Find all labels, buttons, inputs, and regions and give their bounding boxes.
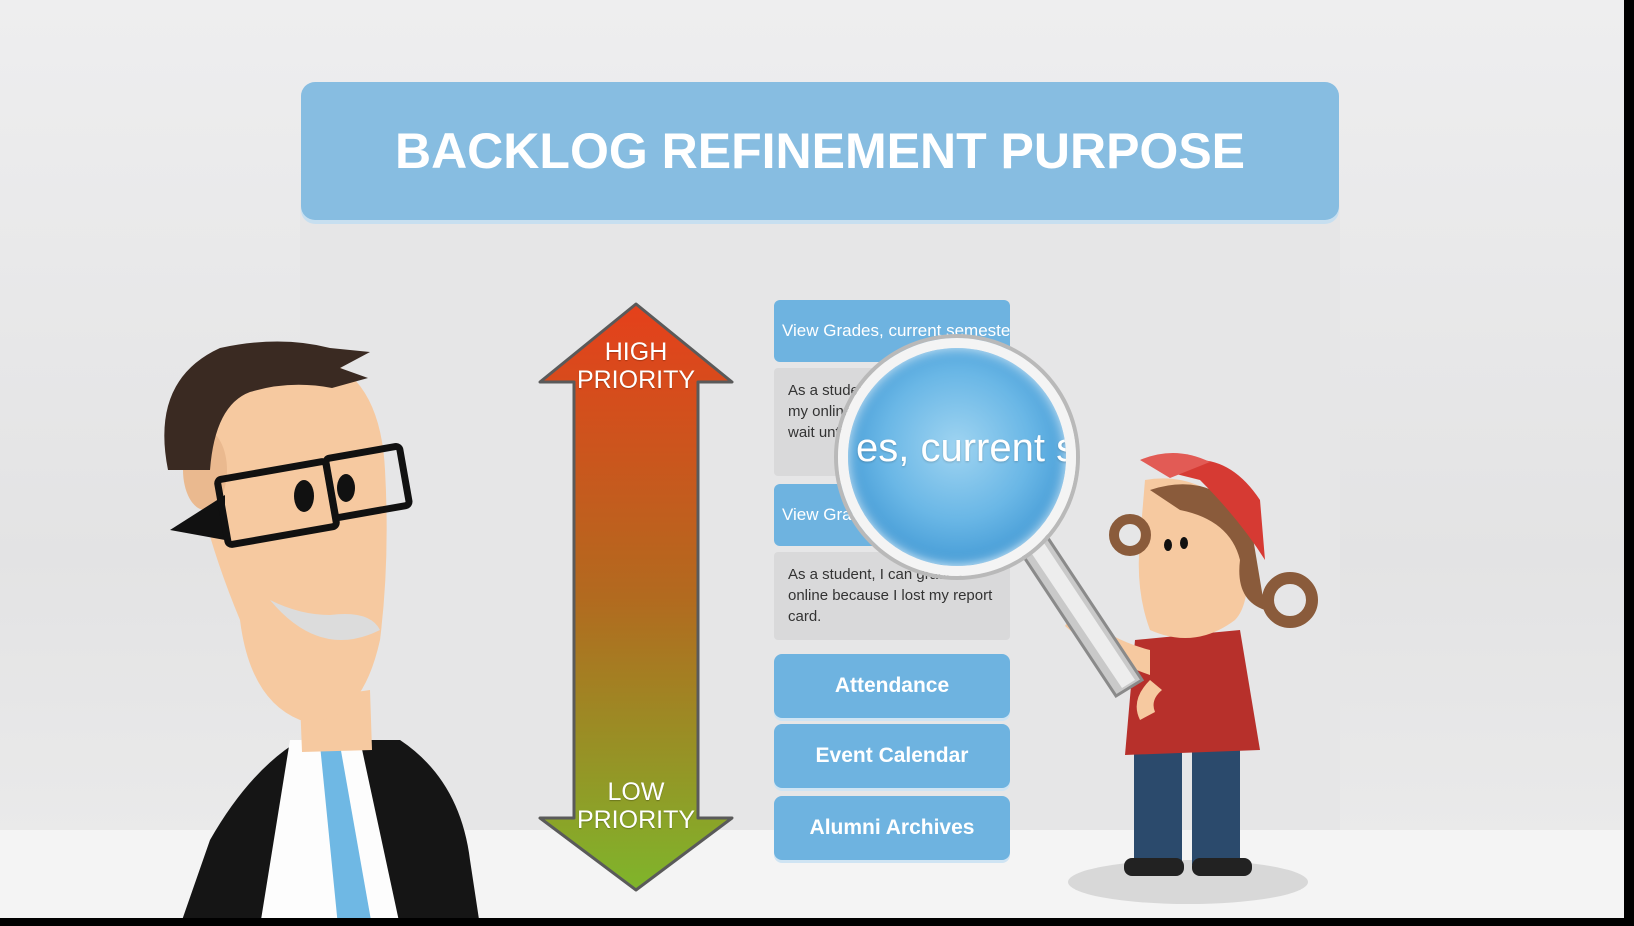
man-character bbox=[164, 341, 480, 926]
title-banner: BACKLOG REFINEMENT PURPOSE bbox=[301, 82, 1339, 220]
girl-character bbox=[1065, 452, 1318, 904]
magnified-text: es, current s bbox=[856, 426, 1076, 470]
low-priority-label: LOW PRIORITY bbox=[576, 778, 696, 834]
letterbox-right bbox=[1624, 0, 1634, 926]
backlog-card-attendance: Attendance bbox=[774, 654, 1010, 718]
slide-title: BACKLOG REFINEMENT PURPOSE bbox=[394, 123, 1246, 179]
priority-arrow bbox=[538, 302, 734, 892]
backlog-card-alumni-archives: Alumni Archives bbox=[774, 796, 1010, 860]
letterbox-bottom bbox=[0, 918, 1634, 926]
backlog-card-event-calendar: Event Calendar bbox=[774, 724, 1010, 788]
high-priority-label: HIGH PRIORITY bbox=[576, 338, 696, 394]
magnifying-glass-icon bbox=[1015, 529, 1145, 699]
story-header: View Grades, current semester bbox=[774, 300, 1010, 362]
magnifier-lens: es, current s bbox=[838, 338, 1076, 576]
